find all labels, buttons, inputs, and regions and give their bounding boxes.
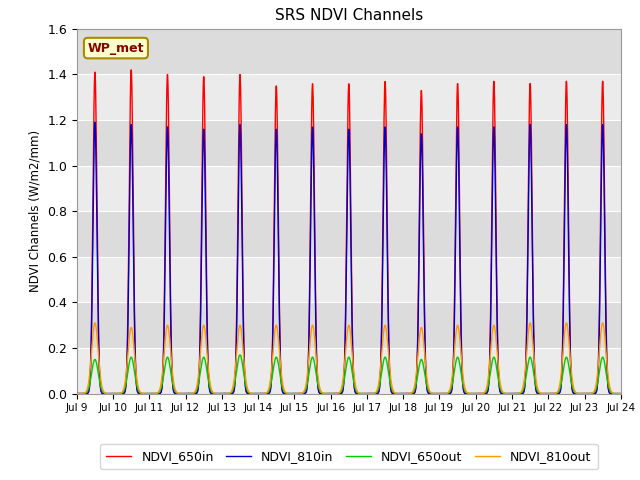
Bar	[77, 29, 621, 74]
Legend: NDVI_650in, NDVI_810in, NDVI_650out, NDVI_810out: NDVI_650in, NDVI_810in, NDVI_650out, NDV…	[100, 444, 598, 469]
NDVI_650out	[617, 391, 625, 396]
NDVI_650in	[73, 391, 81, 396]
Y-axis label: NDVI Channels (W/m2/mm): NDVI Channels (W/m2/mm)	[29, 130, 42, 292]
Line: NDVI_810out: NDVI_810out	[77, 323, 621, 394]
NDVI_650in	[617, 391, 625, 396]
Bar	[77, 302, 621, 348]
NDVI_650in	[305, 316, 313, 322]
NDVI_650in	[135, 391, 143, 396]
NDVI_650out	[607, 388, 614, 394]
NDVI_810in	[135, 391, 143, 396]
Bar	[77, 166, 621, 211]
Bar	[77, 348, 621, 394]
NDVI_810in	[282, 391, 289, 396]
Title: SRS NDVI Channels: SRS NDVI Channels	[275, 9, 423, 24]
Text: WP_met: WP_met	[88, 42, 144, 55]
NDVI_650out	[236, 352, 244, 358]
NDVI_810out	[73, 391, 81, 396]
NDVI_810in	[607, 391, 614, 396]
Line: NDVI_650in: NDVI_650in	[77, 70, 621, 394]
NDVI_810out	[305, 350, 313, 356]
NDVI_810in	[73, 391, 81, 396]
NDVI_650out	[167, 371, 175, 377]
Line: NDVI_650out: NDVI_650out	[77, 355, 621, 394]
NDVI_810out	[548, 391, 556, 396]
NDVI_810out	[617, 391, 625, 396]
NDVI_810out	[91, 320, 99, 326]
NDVI_650out	[305, 369, 313, 375]
NDVI_650out	[73, 391, 81, 396]
NDVI_810out	[607, 386, 614, 392]
NDVI_650out	[548, 391, 556, 396]
NDVI_810in	[168, 349, 175, 355]
NDVI_810in	[91, 120, 99, 125]
Bar	[77, 211, 621, 257]
NDVI_650in	[607, 391, 614, 396]
NDVI_650in	[168, 341, 175, 347]
NDVI_650in	[282, 391, 289, 396]
NDVI_650in	[127, 67, 135, 73]
NDVI_810out	[168, 357, 175, 362]
Line: NDVI_810in: NDVI_810in	[77, 122, 621, 394]
NDVI_650out	[282, 390, 289, 396]
NDVI_810out	[135, 387, 143, 393]
NDVI_810out	[282, 390, 289, 396]
NDVI_810in	[617, 391, 625, 396]
Bar	[77, 120, 621, 166]
Bar	[77, 257, 621, 302]
NDVI_810in	[548, 391, 556, 396]
NDVI_810in	[305, 326, 313, 332]
Bar	[77, 74, 621, 120]
NDVI_650out	[135, 388, 143, 394]
NDVI_650in	[548, 391, 556, 396]
